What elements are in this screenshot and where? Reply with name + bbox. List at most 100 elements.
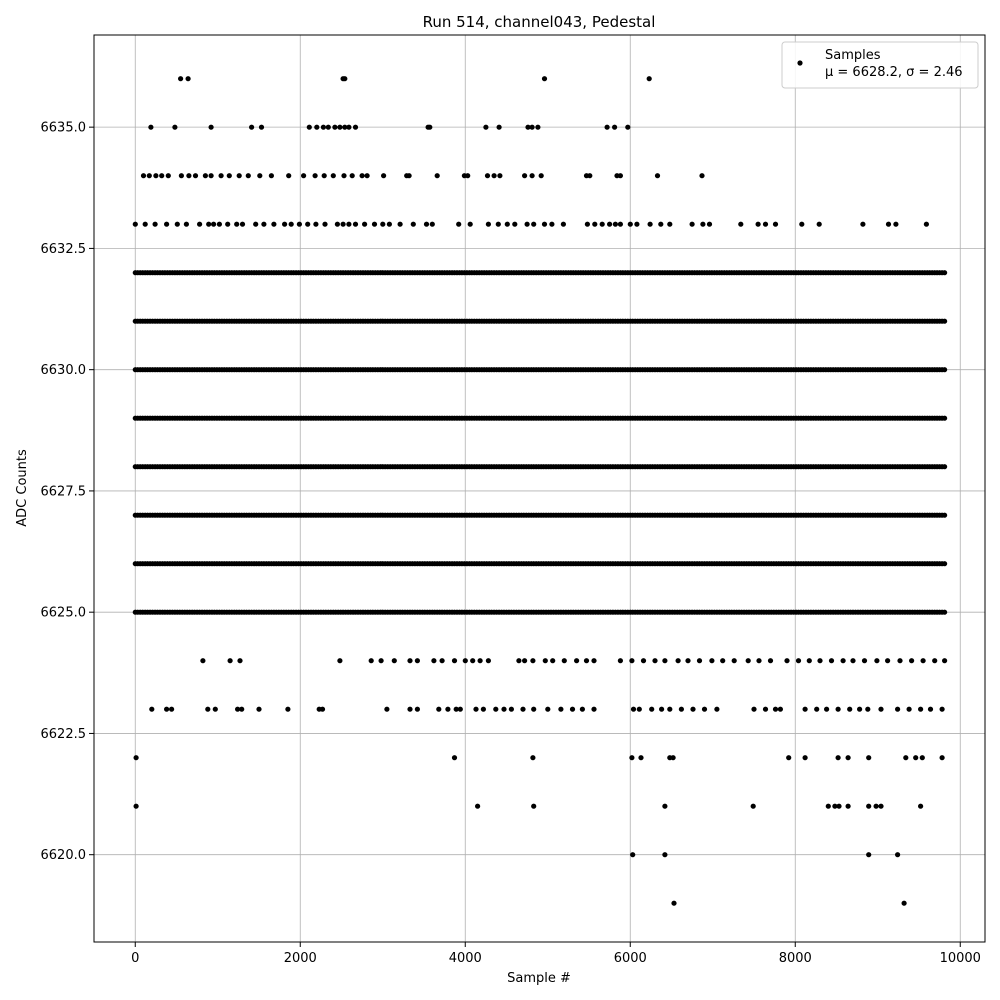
data-point (901, 900, 907, 906)
data-point (873, 803, 879, 809)
data-point (840, 658, 846, 664)
data-point (340, 221, 346, 227)
data-point (414, 706, 420, 712)
y-tick-label: 6620.0 (41, 848, 87, 863)
data-point (772, 706, 779, 712)
data-point (699, 173, 705, 179)
data-point (709, 658, 715, 664)
data-point (667, 706, 673, 712)
data-point (296, 221, 302, 227)
data-point (659, 706, 665, 712)
data-point (414, 658, 420, 664)
data-point (225, 221, 231, 227)
data-point (530, 755, 536, 761)
data-point (245, 173, 251, 179)
data-point (381, 173, 387, 179)
data-point (520, 706, 526, 712)
data-point (569, 706, 576, 712)
data-point (169, 706, 175, 712)
data-point (919, 755, 925, 761)
data-point (558, 706, 564, 712)
data-point (662, 658, 668, 664)
data-point (146, 173, 152, 179)
y-axis-ticks: 6620.0 6622.5 6625.0 6627.5 6630.0 6632.5 6635… (41, 121, 94, 863)
data-point (322, 221, 328, 227)
data-point (192, 173, 199, 179)
data-point (132, 221, 138, 227)
data-point (799, 221, 805, 227)
data-point (496, 124, 502, 130)
data-point (649, 706, 655, 712)
data-point (153, 173, 159, 179)
data-point (288, 221, 294, 227)
data-point (148, 124, 154, 130)
data-point (825, 803, 831, 809)
data-point (341, 173, 347, 179)
y-tick-label: 6622.5 (41, 727, 87, 742)
data-point (738, 221, 744, 227)
data-point (159, 173, 165, 179)
data-point (850, 658, 856, 664)
data-point (802, 706, 808, 712)
data-point (689, 221, 695, 227)
data-point (149, 706, 155, 712)
data-point (484, 173, 491, 179)
data-point (483, 124, 489, 130)
data-point (530, 658, 536, 664)
data-point (282, 221, 288, 227)
legend-box (781, 41, 979, 89)
x-tick-label: 10000 (940, 951, 981, 966)
data-point (256, 706, 262, 712)
data-point (524, 221, 530, 227)
data-point (462, 658, 468, 664)
x-tick-label: 4000 (449, 951, 482, 966)
data-point (529, 173, 535, 179)
data-point (325, 124, 331, 130)
data-point (549, 221, 555, 227)
data-point (268, 173, 274, 179)
x-tick-label: 0 (131, 951, 139, 966)
y-tick-label: 6630.0 (41, 363, 87, 378)
data-point (178, 76, 184, 82)
data-point (627, 221, 633, 227)
data-point (878, 706, 884, 712)
data-point (257, 173, 263, 179)
data-point (320, 124, 326, 130)
data-point (164, 706, 170, 712)
data-point (630, 706, 637, 712)
y-tick-label: 6632.5 (41, 242, 87, 257)
data-point (784, 658, 790, 664)
data-point (542, 658, 548, 664)
data-point (909, 658, 915, 664)
data-point (475, 803, 481, 809)
data-point (531, 803, 537, 809)
data-point (895, 852, 901, 858)
data-point (386, 221, 392, 227)
data-point (218, 173, 224, 179)
data-point (319, 706, 326, 712)
data-point (652, 658, 658, 664)
plot-frame (93, 34, 986, 943)
x-axis-ticks: 0 2000 4000 6000 8000 10000 (131, 942, 981, 966)
data-point (634, 221, 640, 227)
data-point (878, 803, 884, 809)
y-tick-label: 6627.5 (41, 484, 87, 499)
data-point (942, 561, 948, 567)
data-point (174, 221, 180, 227)
data-point (617, 658, 624, 664)
data-point (522, 173, 528, 179)
data-point (480, 706, 486, 712)
data-point (164, 221, 170, 227)
data-point (942, 658, 948, 664)
data-point (538, 173, 544, 179)
x-tick-label: 8000 (779, 951, 812, 966)
data-point (491, 173, 497, 179)
data-point (942, 512, 948, 518)
data-point (253, 221, 259, 227)
legend: Samples μ = 6628.2, σ = 2.46 (781, 41, 979, 89)
data-point (816, 221, 822, 227)
y-tick-label: 6625.0 (41, 606, 87, 621)
data-point (495, 221, 501, 227)
data-point (755, 221, 761, 227)
data-point (172, 124, 178, 130)
